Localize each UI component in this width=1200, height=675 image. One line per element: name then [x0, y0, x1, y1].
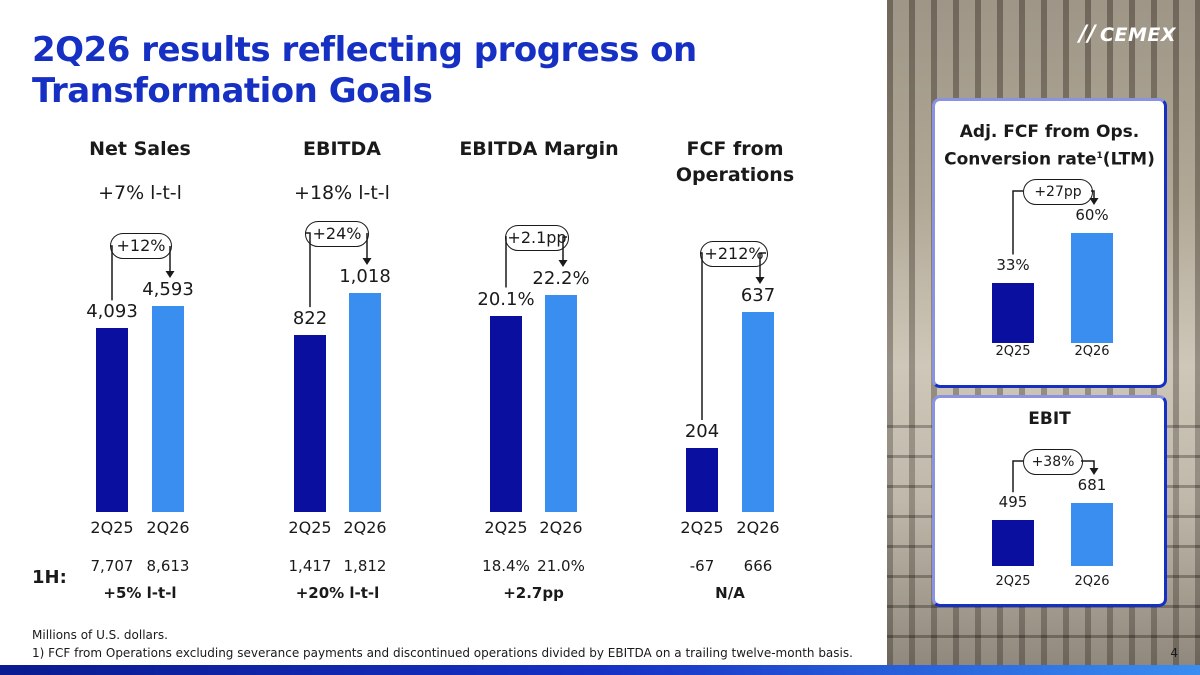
- chart-2-value-2q26: 22.2%: [532, 268, 590, 289]
- chart-2-connector-arrow: [558, 260, 568, 267]
- chart-1-h1-2q26: 1,812: [343, 557, 387, 575]
- logo-mark-icon: //: [1078, 22, 1097, 47]
- chart-0-connector-arrow: [165, 271, 175, 278]
- bottom-accent-bar: [0, 665, 1200, 675]
- chart-2-xlabel-2q25: 2Q25: [484, 518, 528, 537]
- chart-5-connector-left: [1012, 460, 1023, 493]
- chart-3-xlabel-2q26: 2Q26: [736, 518, 780, 537]
- conversion-rate-title: Adj. FCF from Ops. Conversion rate1(LTM): [932, 120, 1167, 172]
- chart-4-xlabel-2q26: 2Q26: [1074, 344, 1110, 359]
- chart-0-xlabel-2q25: 2Q25: [90, 518, 134, 537]
- chart-3-xlabel-2q25: 2Q25: [680, 518, 724, 537]
- chart-0-h1-change: +5% l-t-l: [103, 584, 177, 602]
- chart-2-bar-2q26: [545, 295, 577, 512]
- chart-1-bar-2q25: [294, 335, 326, 512]
- chart-0-title: Net Sales: [89, 138, 191, 160]
- chart-0-value-2q26: 4,593: [142, 279, 194, 300]
- chart-0-h1-2q26: 8,613: [146, 557, 190, 575]
- chart-1-h1-change: +20% l-t-l: [295, 584, 380, 602]
- ebit-title: EBIT: [1028, 409, 1071, 429]
- chart-4-connector-arrow: [1089, 198, 1099, 205]
- footnote-1: 1) FCF from Operations excluding severan…: [32, 646, 853, 660]
- chart-5-bar-2q26: [1071, 503, 1113, 566]
- chart-5-xlabel-2q25: 2Q25: [995, 574, 1031, 589]
- chart-4-bar-2q26: [1071, 233, 1113, 343]
- chart-1-value-2q26: 1,018: [339, 266, 391, 287]
- chart-3-value-2q25: 204: [684, 420, 720, 442]
- chart-3-h1-change: N/A: [715, 584, 745, 602]
- h1-label: 1H:: [32, 567, 67, 588]
- conversion-rate-panel: [932, 98, 1167, 388]
- chart-3-h1-2q25: -67: [689, 557, 715, 575]
- chart-1-connector-left: [305, 232, 311, 308]
- chart-0-value-2q25: 4,093: [86, 301, 138, 323]
- chart-2-bar-2q25: [490, 315, 522, 512]
- chart-4-value-2q26: 60%: [1075, 206, 1109, 224]
- chart-5-xlabel-2q26: 2Q26: [1074, 574, 1110, 589]
- chart-2-h1-change: +2.7pp: [503, 584, 564, 602]
- chart-0-xlabel-2q26: 2Q26: [146, 518, 190, 537]
- chart-1-subtitle: +18% l-t-l: [294, 182, 390, 204]
- chart-4-value-2q25: 33%: [996, 255, 1030, 274]
- page-title: 2Q26 results reflecting progress on Tran…: [32, 30, 697, 111]
- chart-2-h1-2q26: 21.0%: [537, 557, 585, 575]
- footnote-units: Millions of U.S. dollars.: [32, 628, 168, 642]
- ebit-panel: [932, 395, 1167, 607]
- chart-5-value-2q25: 495: [998, 493, 1028, 512]
- chart-5-connector-arrow: [1089, 468, 1099, 475]
- chart-0-h1-2q25: 7,707: [90, 557, 134, 575]
- chart-1-connector-arrow: [362, 258, 372, 265]
- chart-4-change-pill: +27pp: [1023, 179, 1093, 205]
- chart-2-title: EBITDA Margin: [459, 138, 619, 160]
- chart-2-change-pill: +2.1pp: [505, 225, 569, 251]
- chart-3-connector-arrow: [755, 277, 765, 284]
- chart-1-xlabel-2q26: 2Q26: [343, 518, 387, 537]
- chart-1-h1-2q25: 1,417: [288, 557, 332, 575]
- chart-2-connector-right: [562, 236, 567, 265]
- chart-3-h1-2q26: 666: [743, 557, 773, 575]
- chart-4-xlabel-2q25: 2Q25: [995, 344, 1031, 359]
- conversion-title-text: Adj. FCF from Ops. Conversion rate: [944, 122, 1140, 170]
- chart-3-change-pill: +212%: [700, 241, 768, 267]
- cemex-logo: //CEMEX: [1079, 22, 1176, 47]
- page-number: 4: [1170, 646, 1178, 660]
- chart-0-bar-2q26: [152, 306, 184, 512]
- chart-1-bar-2q26: [349, 293, 381, 512]
- chart-2-h1-2q25: 18.4%: [482, 557, 530, 575]
- chart-2-xlabel-2q26: 2Q26: [539, 518, 583, 537]
- chart-2-connector-left: [505, 236, 507, 288]
- chart-0-connector-left: [110, 245, 113, 301]
- conversion-title-suffix: (LTM): [1102, 149, 1155, 170]
- chart-1-xlabel-2q25: 2Q25: [288, 518, 332, 537]
- chart-2-value-2q25: 20.1%: [477, 288, 535, 310]
- chart-0-bar-2q25: [96, 328, 128, 512]
- chart-3-bar-2q25: [686, 447, 718, 512]
- chart-3-title: FCF from Operations: [675, 138, 795, 186]
- logo-text: CEMEX: [1100, 24, 1176, 46]
- chart-1-value-2q25: 822: [292, 308, 328, 330]
- chart-1-title: EBITDA: [303, 138, 381, 160]
- chart-3-bar-2q26: [742, 312, 774, 512]
- chart-3-connector-left: [700, 252, 703, 420]
- chart-5-change-pill: +38%: [1023, 449, 1083, 475]
- chart-0-subtitle: +7% l-t-l: [98, 182, 182, 204]
- chart-4-connector-left: [1012, 190, 1023, 255]
- chart-4-bar-2q25: [992, 282, 1034, 343]
- chart-3-connector-right: [759, 252, 766, 282]
- chart-1-change-pill: +24%: [305, 221, 369, 247]
- chart-5-bar-2q25: [992, 520, 1034, 566]
- chart-0-change-pill: +12%: [110, 233, 172, 259]
- chart-3-value-2q26: 637: [740, 285, 776, 306]
- chart-5-value-2q26: 681: [1077, 476, 1107, 494]
- conversion-title-footnote: 1: [1096, 151, 1103, 161]
